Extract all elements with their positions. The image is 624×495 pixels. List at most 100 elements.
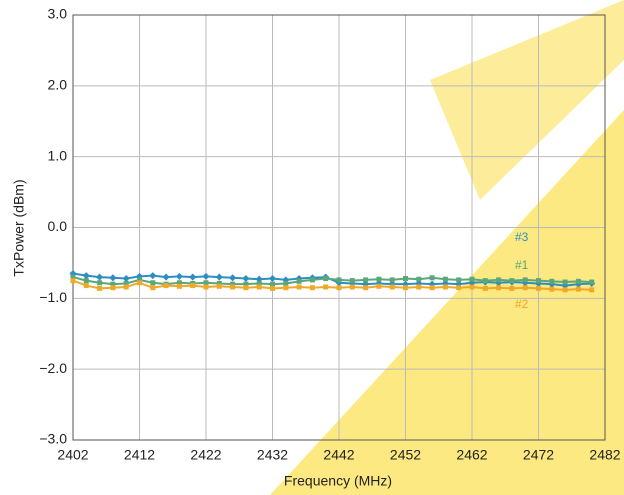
- x-tick-label: 2452: [390, 447, 421, 463]
- x-tick-label: 2412: [124, 447, 155, 463]
- data-point: [202, 272, 210, 280]
- data-point: [575, 278, 581, 284]
- data-point: [110, 285, 116, 291]
- data-point: [336, 277, 342, 283]
- data-point: [270, 285, 275, 291]
- data-point: [442, 276, 448, 282]
- data-point: [469, 284, 475, 290]
- data-point: [376, 283, 382, 289]
- data-point: [123, 280, 129, 286]
- data-point: [296, 284, 302, 290]
- data-point: [216, 283, 222, 289]
- data-point: [256, 284, 262, 290]
- data-point: [83, 278, 89, 284]
- data-point: [268, 274, 277, 283]
- series-label: #3: [515, 230, 529, 244]
- data-point: [509, 278, 515, 284]
- x-tick-label: 2422: [190, 447, 221, 463]
- data-point: [562, 279, 568, 285]
- data-point: [137, 277, 142, 283]
- data-point: [216, 280, 222, 286]
- data-point: [149, 272, 157, 280]
- data-point: [363, 285, 369, 291]
- data-point: [230, 281, 236, 287]
- data-point: [203, 280, 209, 286]
- data-point: [536, 285, 541, 291]
- data-point: [309, 285, 315, 291]
- data-point: [336, 285, 342, 291]
- data-point: [549, 278, 555, 284]
- series-label: #1: [515, 258, 529, 272]
- data-point: [442, 284, 448, 290]
- data-point: [376, 276, 382, 282]
- data-point: [109, 274, 117, 282]
- y-axis-title: TxPower (dBm): [11, 179, 27, 276]
- y-tick-label: 2.0: [48, 77, 68, 93]
- series-line: [72, 276, 592, 286]
- data-point: [203, 284, 209, 290]
- data-point: [589, 287, 595, 293]
- plot-frame: [72, 14, 606, 441]
- data-point: [416, 284, 422, 290]
- data-point: [456, 277, 462, 283]
- data-point: [150, 280, 156, 286]
- y-tick-label: 0.0: [48, 218, 68, 234]
- data-point: [549, 286, 555, 292]
- x-tick-label: 2432: [257, 447, 288, 463]
- data-point: [323, 284, 329, 290]
- data-point: [137, 280, 142, 286]
- y-tick-label: −3.0: [39, 431, 67, 447]
- y-tick-label: 1.0: [48, 147, 68, 163]
- data-point: [190, 283, 196, 289]
- data-point: [496, 285, 502, 291]
- data-point: [562, 287, 568, 293]
- data-point: [162, 273, 170, 281]
- data-point: [575, 286, 581, 292]
- data-point: [256, 280, 262, 286]
- data-point: [509, 285, 515, 291]
- data-point: [229, 274, 237, 282]
- data-point: [97, 285, 103, 291]
- data-point: [522, 285, 528, 291]
- series-label: #2: [515, 297, 529, 311]
- x-tick-label: 2462: [456, 447, 487, 463]
- data-point: [83, 283, 89, 289]
- data-point: [163, 283, 169, 289]
- data-point: [456, 285, 462, 291]
- data-point: [242, 274, 250, 283]
- data-point: [389, 284, 395, 290]
- data-point: [496, 277, 502, 283]
- data-point: [589, 279, 595, 285]
- data-point: [469, 276, 475, 282]
- data-point: [230, 284, 236, 290]
- x-tick-label: 2472: [523, 447, 554, 463]
- y-tick-label: −2.0: [39, 360, 67, 376]
- data-point: [482, 285, 488, 291]
- series-line: [72, 279, 592, 291]
- data-point: [97, 280, 103, 286]
- watermark-band: [430, 0, 624, 200]
- data-point: [522, 277, 528, 283]
- data-point: [176, 280, 182, 286]
- data-point: [429, 275, 435, 281]
- data-point: [296, 278, 302, 284]
- data-point: [403, 285, 408, 291]
- data-point: [416, 276, 422, 282]
- x-axis-title: Frequency (MHz): [284, 473, 392, 489]
- data-point: [389, 277, 395, 283]
- data-point: [82, 272, 90, 280]
- data-point: [270, 281, 275, 287]
- x-tick-label: 2442: [323, 447, 354, 463]
- data-point: [536, 278, 541, 284]
- x-tick-label: 2402: [57, 447, 88, 463]
- data-point: [175, 272, 183, 280]
- data-point: [309, 277, 315, 283]
- data-point: [349, 284, 355, 290]
- data-point: [110, 281, 116, 287]
- data-point: [96, 273, 104, 281]
- data-point: [482, 278, 488, 284]
- data-point: [403, 276, 408, 281]
- data-point: [123, 284, 129, 290]
- data-point: [189, 273, 197, 281]
- data-point: [70, 278, 76, 284]
